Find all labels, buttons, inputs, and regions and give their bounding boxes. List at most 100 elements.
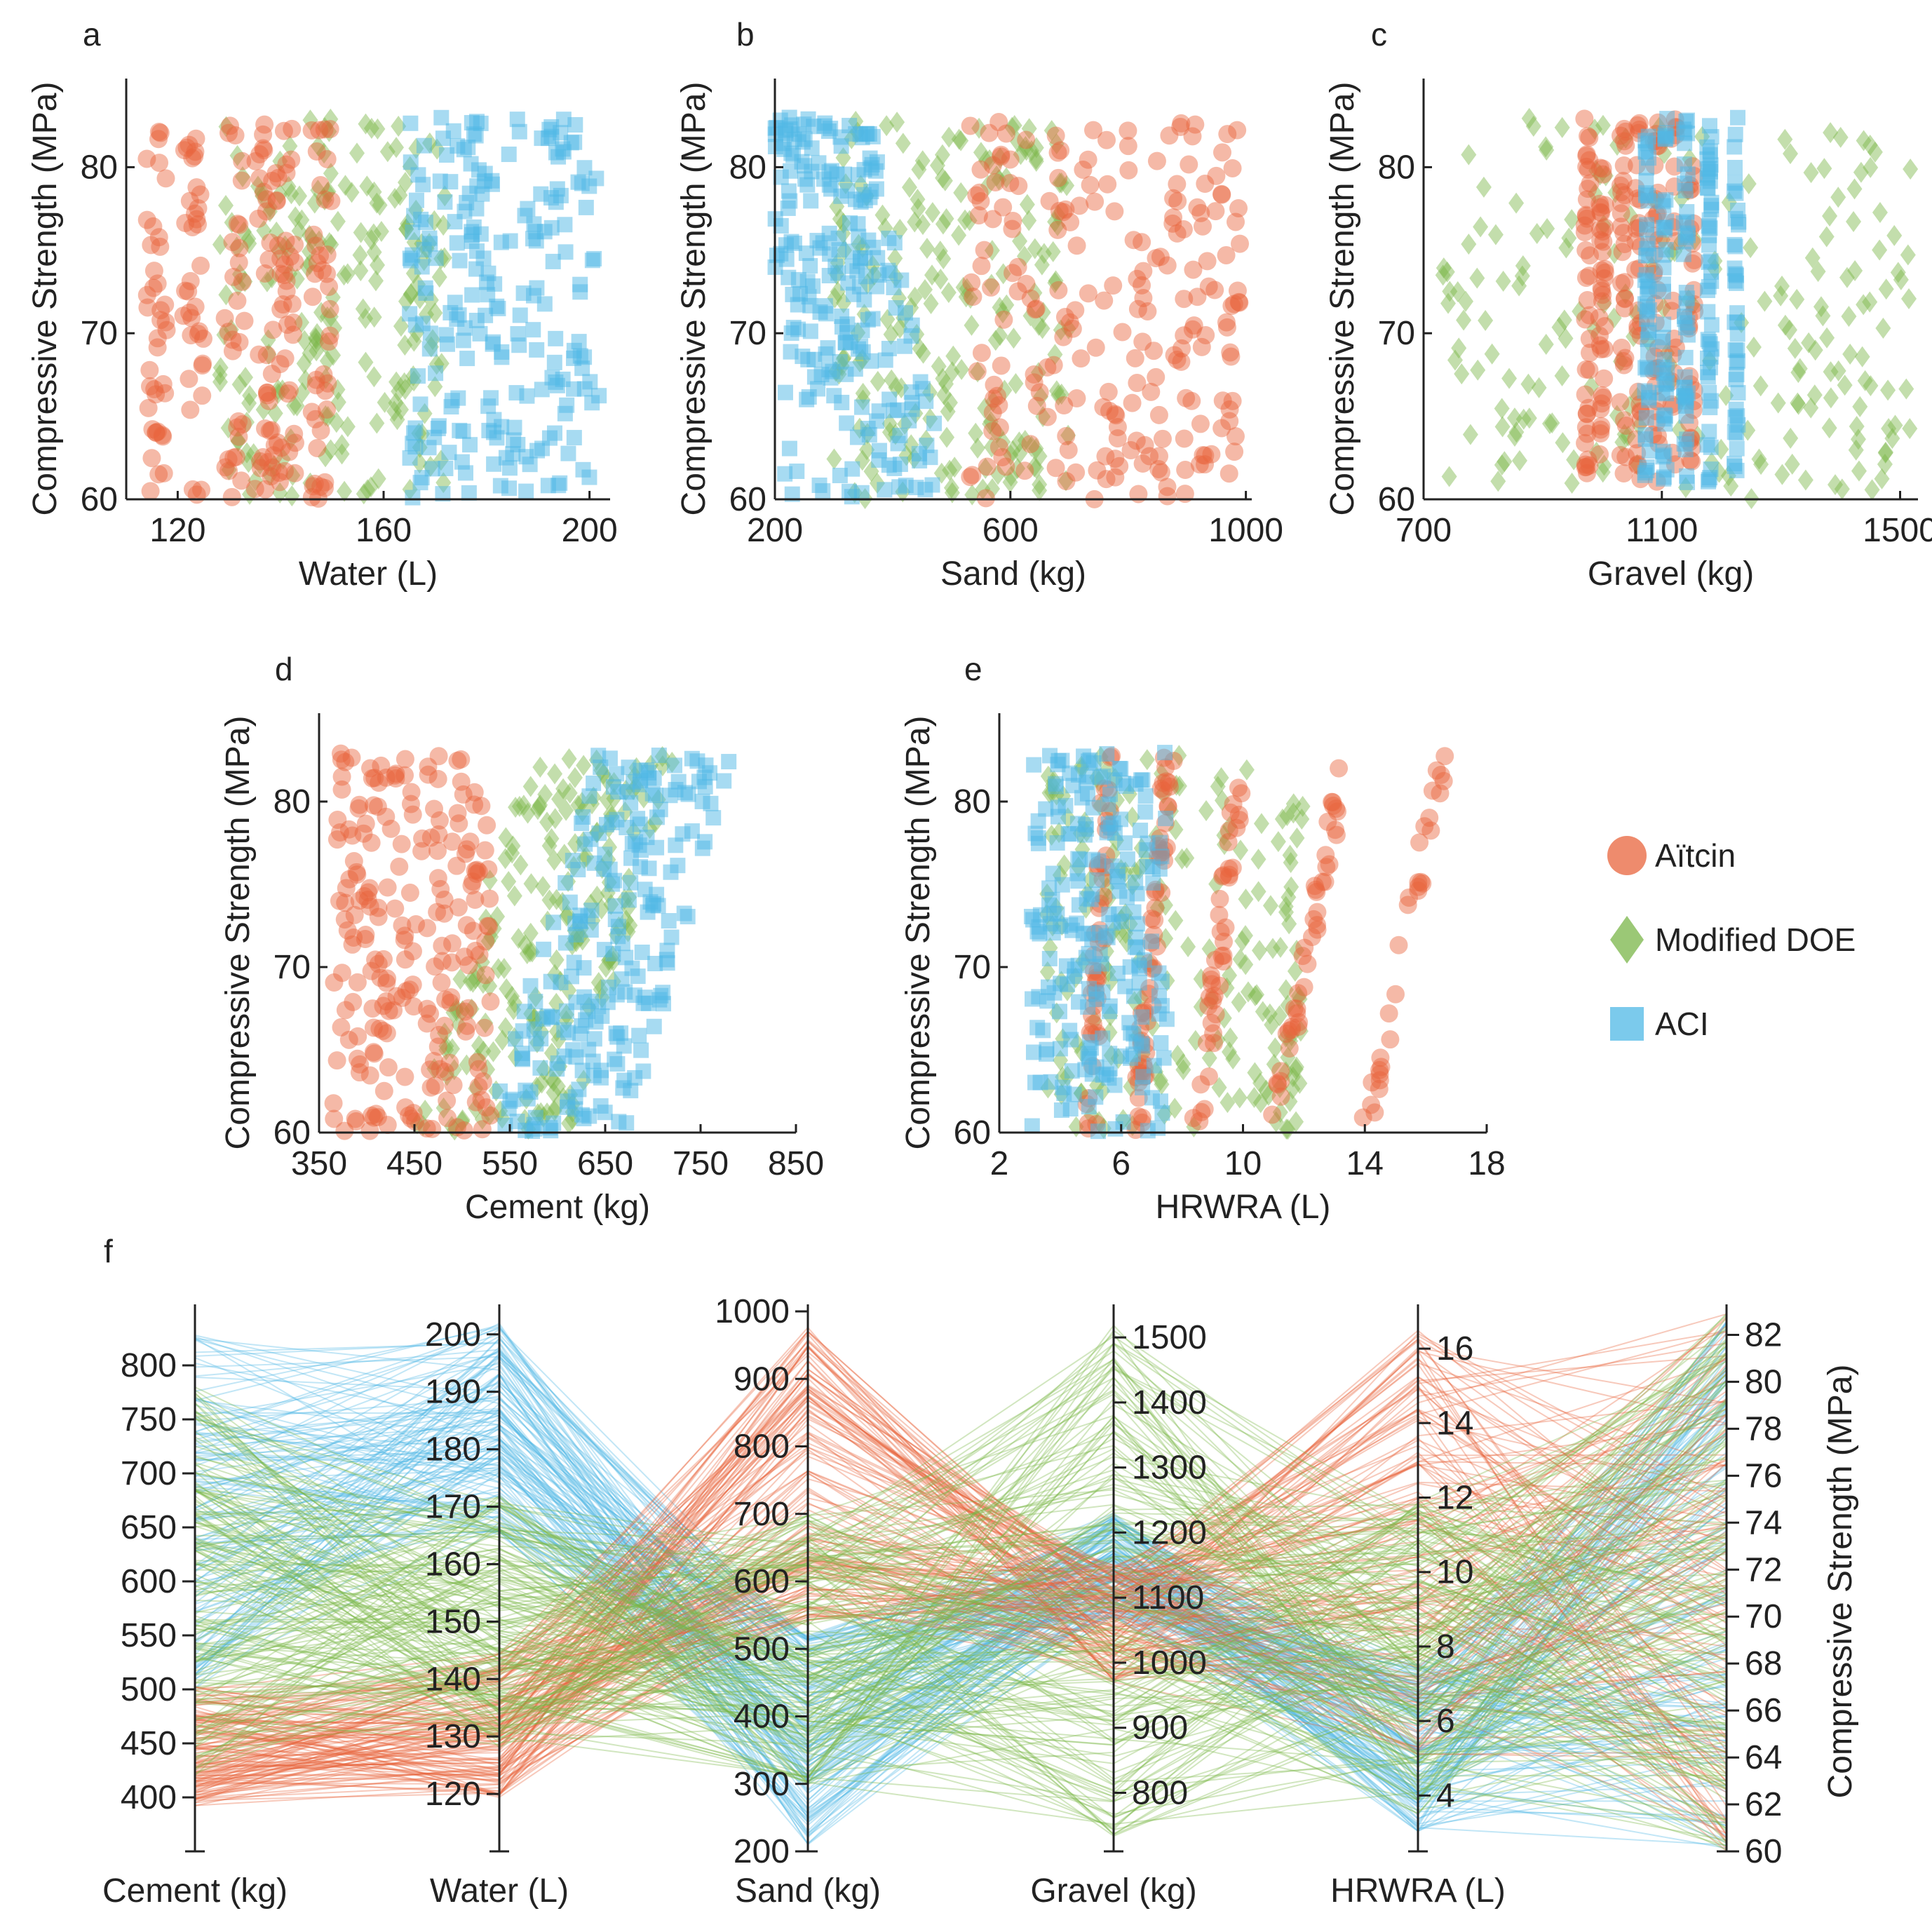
data-point [567,766,583,788]
data-point [1616,349,1635,367]
data-point [1173,339,1191,358]
line-trace [194,1389,1727,1844]
line-trace [194,1502,1727,1811]
data-point [834,308,850,324]
data-point [644,898,661,914]
data-point [1278,896,1294,917]
y-tick-label: 60 [273,1114,311,1151]
tick-label: 600 [121,1563,177,1600]
data-point [1044,356,1063,374]
data-point [475,1018,494,1037]
data-point [1783,143,1799,165]
data-point [143,420,162,439]
data-point [575,809,591,825]
data-point [556,1022,572,1038]
line-trace [194,1513,1727,1735]
data-point [403,115,419,131]
series-doe [1435,107,1919,509]
data-point [1220,859,1238,878]
data-point [1370,1079,1389,1098]
data-point [1146,898,1165,917]
data-point [366,366,382,388]
y-tick-label: 80 [729,149,766,186]
data-point [893,272,910,288]
data-point [1730,109,1746,126]
data-point [1461,234,1477,255]
data-point [546,354,562,370]
data-point [1853,161,1869,183]
data-point [191,185,210,204]
data-point [1026,456,1042,478]
data-point [1031,315,1047,337]
data-point [1220,868,1238,887]
data-point [1745,337,1762,358]
data-point [424,1052,443,1071]
tick-label: 76 [1745,1457,1782,1494]
data-point [1212,184,1231,203]
data-point [783,325,799,342]
data-point [228,291,247,310]
data-point [224,267,243,286]
data-point [438,1091,457,1110]
data-point [818,346,834,362]
data-point [1757,290,1773,312]
line-trace [194,1581,1727,1748]
data-point [861,126,877,142]
data-point [285,464,301,486]
data-point [1267,1037,1283,1059]
line-trace [194,1404,1727,1731]
data-point [296,353,312,374]
data-point [782,163,798,179]
data-point [1151,861,1168,877]
data-point [910,198,926,219]
data-point [1288,1056,1304,1078]
data-point [1048,133,1065,155]
line-trace [194,1397,1727,1778]
line-trace [194,1367,1727,1673]
data-point [1290,985,1306,1007]
data-point [288,206,304,228]
data-point [1171,775,1187,797]
data-point [1017,274,1036,293]
data-point [1158,478,1177,497]
data-point [989,438,1008,457]
data-point [1328,802,1347,821]
data-point [558,799,574,821]
data-point [325,287,341,309]
data-point [366,241,382,263]
data-point [255,264,274,283]
data-point [330,391,346,413]
data-point [1595,196,1614,215]
data-point [607,898,623,914]
data-point [212,371,228,393]
data-point [1621,396,1637,417]
data-point [332,780,351,799]
data-point [378,1116,397,1135]
data-point [1196,455,1215,474]
line-trace [194,1478,1727,1815]
data-point [849,263,865,279]
line-trace [194,1491,1727,1772]
data-point [492,478,508,494]
data-point [548,949,565,971]
line-trace [194,1586,1727,1735]
data-point [1816,158,1832,180]
line-trace [194,1390,1727,1748]
data-point [369,898,388,917]
data-point [1135,435,1154,454]
data-point [226,126,245,145]
line-trace [194,1454,1727,1706]
data-point [971,160,990,179]
line-trace [194,1475,1727,1705]
data-point [489,298,505,314]
data-point [1327,825,1346,844]
data-point [1138,302,1157,320]
data-point [1431,784,1450,803]
line-trace [194,1546,1727,1741]
data-point [883,323,899,345]
data-point [475,973,491,994]
data-point [1363,1073,1382,1092]
line-trace [194,1397,1727,1827]
